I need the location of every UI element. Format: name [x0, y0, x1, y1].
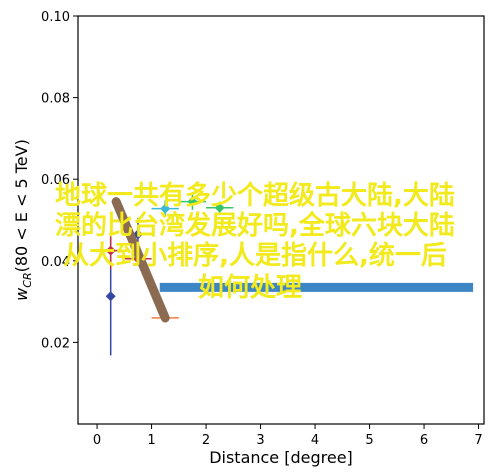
y-axis-label-main: w	[12, 287, 31, 301]
x-tick-label: 5	[365, 433, 373, 448]
data-point	[187, 196, 198, 207]
x-tick-label: 1	[147, 433, 155, 448]
x-tick-label: 6	[420, 433, 428, 448]
plot-area	[97, 193, 474, 356]
overlay-line-2: 漂的比台湾发展好吗,全球六块大陆	[55, 210, 455, 241]
y-tick-label: 0.08	[41, 92, 70, 107]
x-axis-label: Distance [degree]	[209, 448, 353, 467]
y-tick-label: 0.06	[41, 173, 70, 188]
x-tick-label: 0	[93, 433, 101, 448]
y-axis-label: wCR(80 < E < 5 TeV)	[12, 139, 34, 301]
overlay-line-3: 从大到小排序,人是指什么,统一后	[63, 240, 447, 271]
overlay-line-4: 如何处理	[198, 273, 302, 303]
x-tick-label: 2	[202, 433, 210, 448]
x-tick-label: 7	[474, 433, 482, 448]
y-axis-label-range: (80 < E < 5 TeV)	[12, 139, 31, 272]
y-tick-label: 0.10	[41, 10, 70, 25]
overlay-line-1: 地球一共有多少个超级古大陆,大陆	[55, 180, 455, 211]
axes: 0 1 2 3 4 5 6 7 0.02 0.04 0.06 0.08 0.10	[41, 10, 485, 448]
data-point	[105, 291, 116, 302]
watermark-overlay: 地球一共有多少个超级古大陆,大陆 漂的比台湾发展好吗,全球六块大陆 从大到小排序…	[55, 180, 455, 303]
x-tick-label: 4	[311, 433, 319, 448]
data-point	[160, 203, 171, 214]
x-tick-label: 3	[256, 433, 264, 448]
y-axis-label-subscript: CR	[21, 272, 34, 287]
data-point	[105, 245, 116, 256]
data-point	[214, 202, 225, 213]
plot-frame	[77, 15, 485, 425]
y-tick-label: 0.04	[41, 255, 70, 270]
y-tick-label: 0.02	[41, 336, 70, 351]
connector-line	[111, 197, 170, 323]
